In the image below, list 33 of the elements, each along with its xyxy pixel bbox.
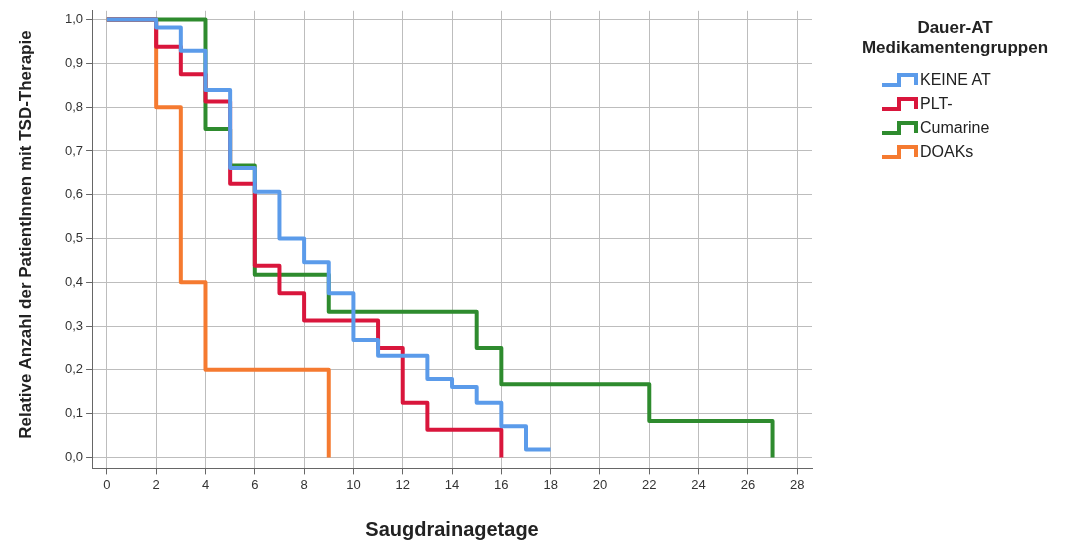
y-tick-label: 0,4 (64, 273, 84, 289)
x-axis-title: Saugdrainagetage (365, 517, 539, 540)
x-tick-label: 16 (494, 476, 509, 492)
legend-title: Dauer-AT Medikamentengruppen (860, 18, 1050, 58)
x-tick-label: 12 (395, 476, 410, 492)
y-tick-label: 0,9 (64, 54, 84, 70)
x-tick-label: 18 (543, 476, 558, 492)
legend-label: DOAKs (920, 143, 974, 161)
x-tick-label: 28 (789, 476, 805, 492)
y-tick-label: 0,1 (64, 405, 84, 421)
y-tick-label: 0,2 (64, 361, 84, 377)
y-tick-label: 0,8 (64, 98, 84, 114)
x-tick-label: 6 (251, 476, 259, 492)
legend-label: Cumarine (920, 119, 990, 137)
x-tick-label: 26 (740, 476, 756, 492)
x-tick-label: 24 (691, 476, 706, 492)
x-tick-label: 0 (103, 476, 111, 492)
y-tick-label: 0,3 (64, 317, 84, 333)
y-tick-label: 0,0 (64, 449, 84, 465)
legend-label: KEINE AT (920, 71, 991, 89)
x-tick-label: 22 (642, 476, 657, 492)
x-tick-label: 14 (444, 476, 460, 492)
x-tick-label: 10 (346, 476, 361, 492)
x-tick-label: 4 (201, 476, 210, 492)
y-tick-label: 0,6 (64, 186, 84, 202)
x-tick-label: 8 (300, 476, 308, 492)
legend-label: PLT- (920, 95, 953, 113)
y-tick-label: 0,7 (64, 142, 84, 158)
y-tick-label: 1,0 (64, 11, 84, 27)
x-tick-label: 2 (152, 476, 160, 492)
x-tick-label: 20 (592, 476, 608, 492)
y-tick-label: 0,5 (64, 230, 84, 246)
y-axis-title: Relative Anzahl der PatientInnen mit TSD-Therapie (15, 29, 35, 441)
